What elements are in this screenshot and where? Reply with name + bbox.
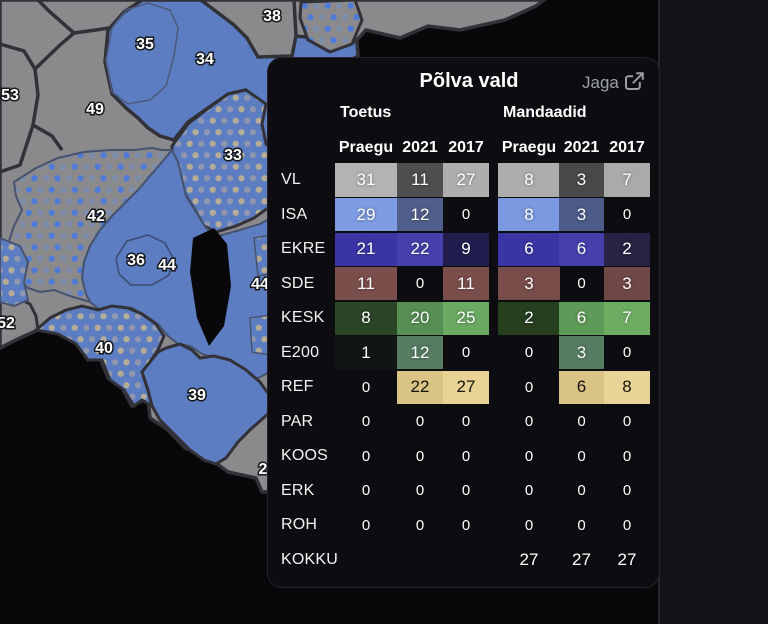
svg-text:49: 49: [86, 101, 104, 118]
svg-text:52: 52: [0, 315, 15, 332]
svg-text:42: 42: [87, 208, 105, 225]
svg-text:2: 2: [259, 461, 268, 478]
svg-text:35: 35: [136, 36, 154, 53]
svg-text:33: 33: [224, 147, 242, 164]
svg-text:36: 36: [127, 252, 145, 269]
svg-text:34: 34: [196, 51, 214, 68]
svg-text:44: 44: [158, 257, 176, 274]
svg-text:44: 44: [251, 276, 269, 293]
svg-text:39: 39: [188, 387, 206, 404]
svg-text:53: 53: [1, 87, 19, 104]
svg-text:40: 40: [95, 340, 113, 357]
svg-text:38: 38: [263, 8, 281, 25]
